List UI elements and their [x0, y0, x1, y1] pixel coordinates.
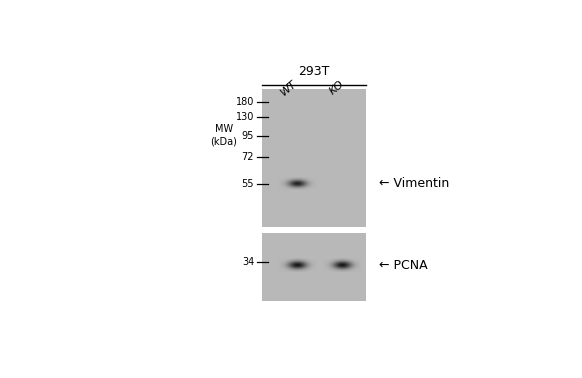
Bar	[262, 89, 366, 227]
Text: MW
(kDa): MW (kDa)	[211, 124, 237, 147]
Text: 130: 130	[236, 112, 254, 122]
Text: KO: KO	[327, 79, 346, 96]
Text: ← PCNA: ← PCNA	[379, 259, 428, 272]
Text: 72: 72	[242, 152, 254, 163]
Text: 34: 34	[242, 257, 254, 267]
Bar	[262, 233, 366, 302]
Text: WT: WT	[279, 78, 299, 97]
Text: 293T: 293T	[299, 65, 330, 78]
Text: 95: 95	[242, 130, 254, 141]
Text: 55: 55	[242, 179, 254, 189]
Text: 180: 180	[236, 97, 254, 107]
Text: ← Vimentin: ← Vimentin	[379, 177, 450, 190]
